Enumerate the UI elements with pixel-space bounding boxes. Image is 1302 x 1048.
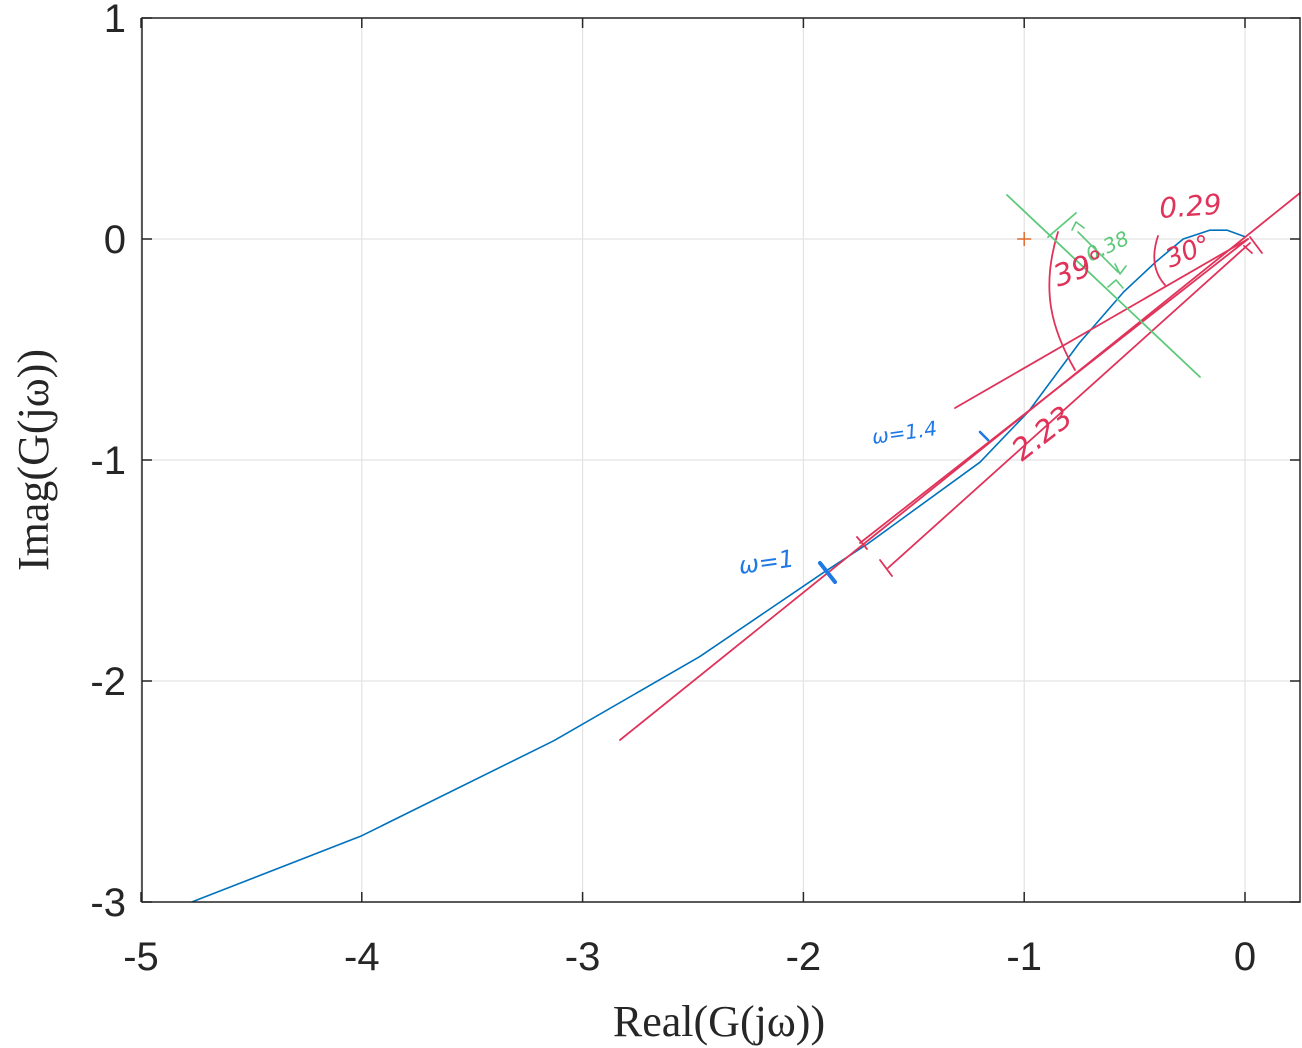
x-tick-label: -2 [786, 935, 822, 979]
origin-tick [1243, 245, 1253, 254]
phase-ray-upper [954, 238, 1249, 409]
w1-marker [818, 561, 837, 584]
angle-arc-30 [1153, 235, 1166, 286]
y-tick-label: 1 [104, 0, 126, 41]
y-tick-label: 0 [104, 218, 126, 262]
y-tick-label: -1 [90, 439, 126, 483]
distance-038-arrow-bottom [1114, 263, 1127, 275]
x-tick-label: -4 [344, 935, 380, 979]
perpendicular-tick [1047, 212, 1077, 238]
label-length-029: 0.29 [1158, 188, 1222, 225]
x-tick-label: -1 [1006, 935, 1042, 979]
label-length-223: 2.23 [1005, 400, 1079, 469]
dimension-end-tick-left [879, 559, 893, 577]
tangent-tick-mark [856, 536, 868, 550]
dimension-line-223 [887, 242, 1251, 569]
y-tick-label: -2 [90, 660, 126, 704]
distance-038-span [1077, 231, 1119, 273]
right-angle-mark [1107, 279, 1124, 289]
label-angle-39: 39° [1049, 243, 1111, 294]
ticks: -5 -4 -3 -2 -1 0 1 0 -1 -2 -3 [90, 0, 1300, 979]
y-tick-label: -3 [90, 881, 126, 925]
phase-ray-lower [859, 238, 1249, 544]
perpendicular-line [1006, 194, 1201, 378]
x-tick-label: -3 [565, 935, 601, 979]
distance-038-arrow-top [1071, 221, 1085, 231]
grid [140, 17, 1300, 903]
dimension-end-tick-right [1249, 236, 1263, 254]
tangent-line [619, 192, 1301, 741]
label-w14: ω=1.4 [870, 416, 938, 449]
label-w1: ω=1 [737, 544, 796, 579]
y-axis-label: Imag(G(jω)) [9, 349, 58, 571]
w14-marker [978, 430, 990, 442]
angle-arc-39 [1048, 231, 1076, 371]
x-tick-label: 0 [1234, 935, 1256, 979]
x-tick-label: -5 [123, 935, 159, 979]
x-axis-label: Real(G(jω)) [613, 997, 825, 1046]
